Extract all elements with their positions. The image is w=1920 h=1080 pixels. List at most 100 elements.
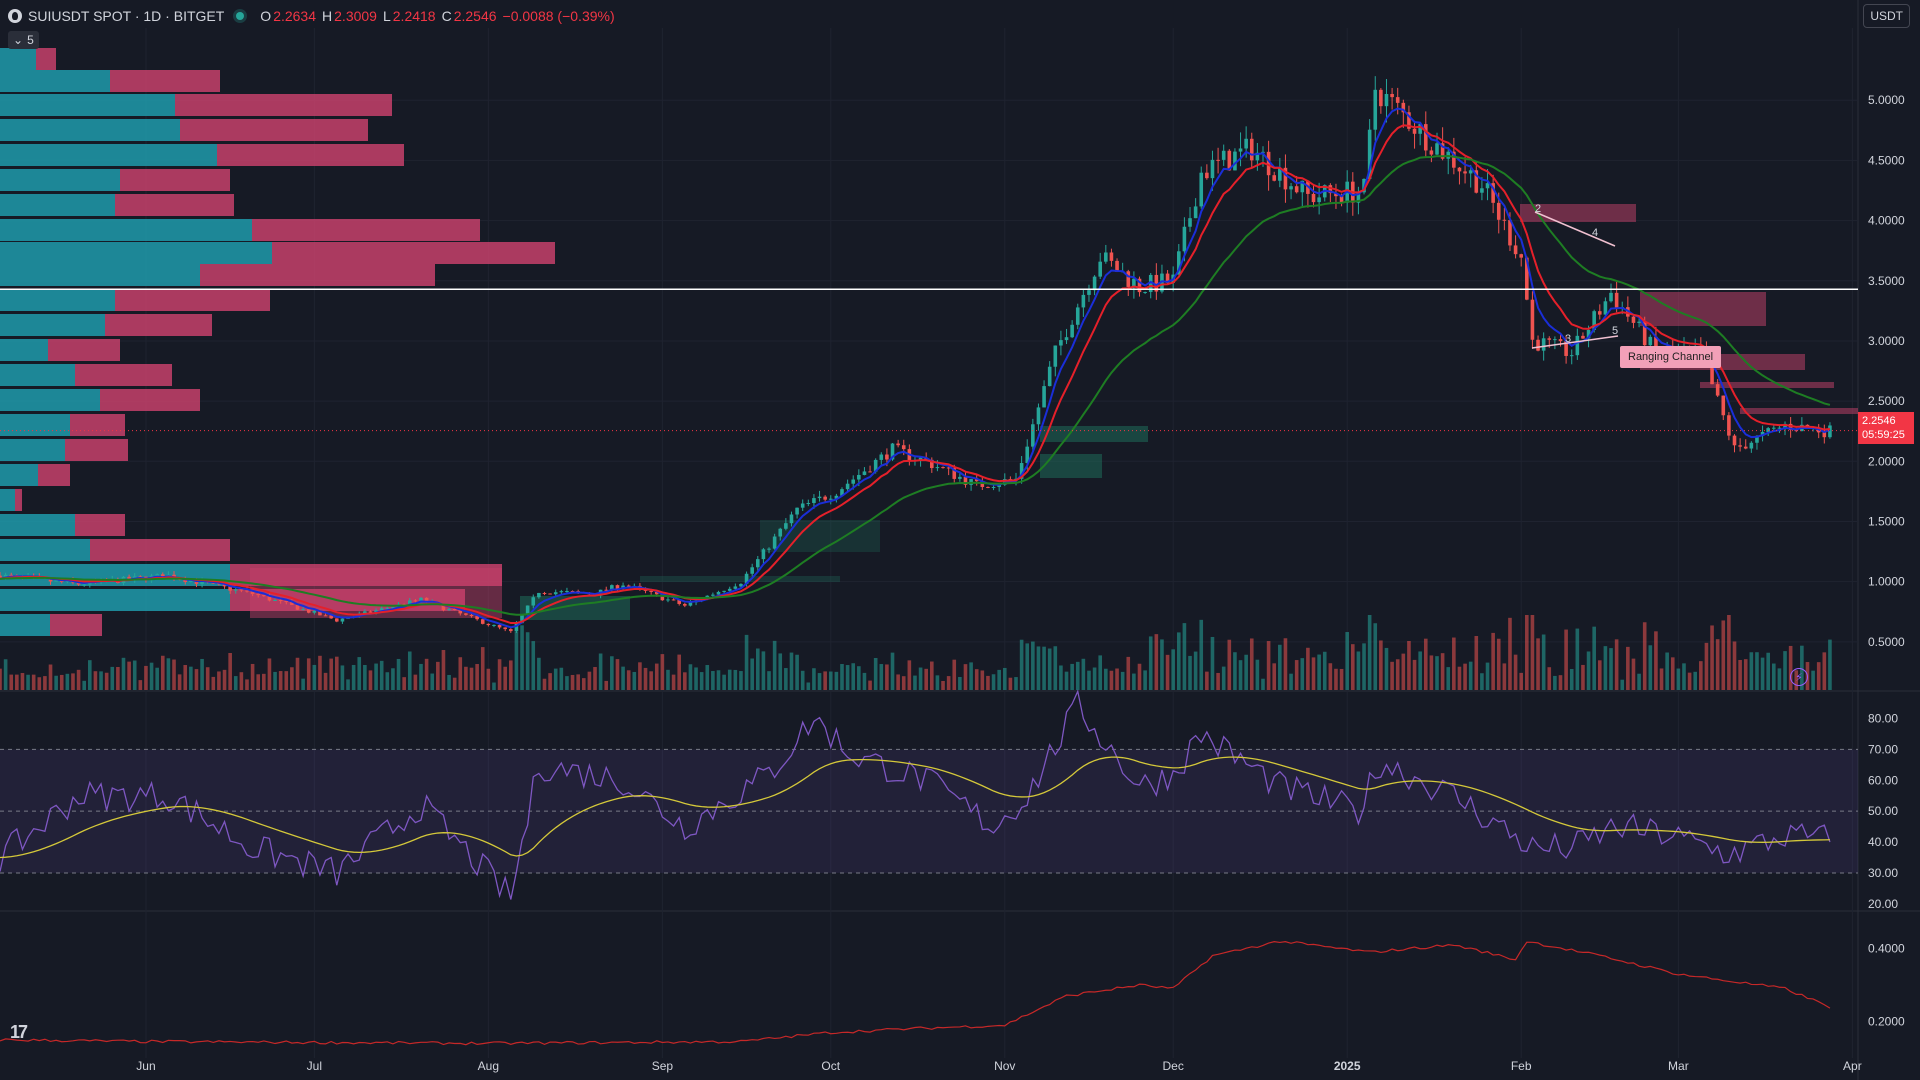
candle-body [1379, 89, 1383, 107]
volume-bar [553, 668, 558, 690]
candle-body [1788, 423, 1793, 430]
candle-body [1525, 257, 1529, 300]
candles [0, 76, 1832, 633]
candle-body [189, 580, 193, 583]
wave-label: 3 [1565, 333, 1571, 345]
volume-bar [351, 664, 356, 690]
volume-bar [531, 641, 536, 690]
price-axis-label: 4.0000 [1868, 214, 1905, 228]
currency-button[interactable]: USDT [1863, 4, 1910, 28]
candle-body [1727, 415, 1731, 436]
tradingview-logo-icon[interactable]: 17 [10, 1022, 28, 1042]
candle-body [1221, 150, 1226, 160]
candle-body [755, 559, 760, 568]
rsi-axis-label: 40.00 [1868, 835, 1898, 849]
volume-bar [722, 674, 726, 690]
volume-profile-bar-down [48, 339, 120, 361]
symbol-title[interactable]: SUIUSDT SPOT · 1D · BITGET [28, 8, 225, 24]
volume-bar [1800, 645, 1804, 690]
candle-body [1384, 93, 1389, 107]
candle-body [1603, 301, 1608, 315]
volume-bar [1182, 623, 1187, 690]
sui-logo-icon [8, 9, 22, 23]
candle-body [1480, 188, 1484, 193]
volume-bar [1160, 639, 1164, 690]
volume-bar [525, 632, 530, 690]
volume-bar [716, 670, 721, 690]
volume-bar [441, 650, 446, 690]
indicator-axis-label: 0.2000 [1868, 1015, 1905, 1029]
volume-bar [413, 674, 418, 690]
volume-bar [273, 671, 277, 690]
volume-bar [256, 674, 261, 690]
volume-bar [1491, 632, 1495, 690]
volume-bar [1603, 646, 1608, 690]
candle-body [800, 503, 805, 508]
volume-bar [767, 671, 771, 690]
candle-body [1047, 366, 1052, 387]
volume-bar [1457, 666, 1462, 690]
volume-bar [1322, 651, 1327, 690]
rsi-ma-line [0, 756, 1830, 859]
volume-bar [969, 662, 973, 690]
volume-profile-bar-down [110, 70, 220, 92]
candle-body [525, 605, 530, 615]
volume-bar [71, 673, 75, 690]
candle-body [1210, 159, 1215, 179]
candle-body [896, 443, 900, 446]
volume-bar [486, 668, 491, 690]
volume-bar [1205, 671, 1209, 690]
volume-bar [958, 676, 962, 690]
volume-bar [1435, 656, 1439, 690]
lightning-icon[interactable]: ⚡ [1790, 668, 1808, 686]
candle-body [1031, 424, 1035, 447]
volume-bar [132, 660, 137, 690]
volume-bar [1221, 666, 1226, 690]
volume-bar [177, 674, 182, 690]
volume-profile-bar-up [0, 364, 75, 386]
volume-bar [750, 658, 754, 690]
volume-bar [1648, 645, 1653, 690]
volume-bar [1811, 670, 1815, 690]
candle-body [256, 593, 261, 596]
volume-bar [65, 673, 70, 690]
volume-bar [598, 653, 603, 690]
volume-bar [1345, 632, 1349, 690]
price-axis-label: 1.0000 [1868, 575, 1905, 589]
candle-body [1165, 273, 1170, 283]
candle-body [138, 576, 143, 578]
candle-body [778, 528, 783, 537]
volume-bar [699, 672, 704, 690]
volume-bar [1193, 651, 1198, 690]
candle-body [1081, 294, 1086, 308]
candle-body [1092, 276, 1097, 291]
ranging-channel-label[interactable]: Ranging Channel [1620, 346, 1722, 368]
volume-bar [1356, 651, 1361, 690]
candle-body [1182, 226, 1187, 252]
candle-body [1176, 251, 1181, 275]
indicators-toggle[interactable]: ⌄ 5 [8, 31, 39, 49]
volume-bar [778, 653, 783, 690]
volume-bar [615, 659, 620, 690]
volume-bar [1367, 615, 1372, 690]
volume-bar [503, 666, 507, 690]
volume-profile-bar-down [115, 194, 234, 216]
candle-body [1356, 192, 1361, 203]
candle-body [1429, 150, 1434, 155]
time-axis-label: Jul [307, 1059, 322, 1073]
candle-body [997, 484, 1001, 487]
volume-bar [1429, 655, 1434, 690]
volume-bar [9, 674, 14, 690]
candle-body [1485, 183, 1490, 189]
volume-bar [868, 680, 872, 690]
volume-bar [1025, 643, 1030, 690]
candle-body [901, 445, 906, 450]
volume-bar [1165, 654, 1170, 690]
volume-bar [15, 674, 19, 690]
candle-body [1743, 446, 1748, 449]
candle-body [385, 608, 390, 610]
volume-bar [306, 658, 311, 690]
candle-body [958, 476, 962, 479]
candle-body [323, 615, 328, 617]
